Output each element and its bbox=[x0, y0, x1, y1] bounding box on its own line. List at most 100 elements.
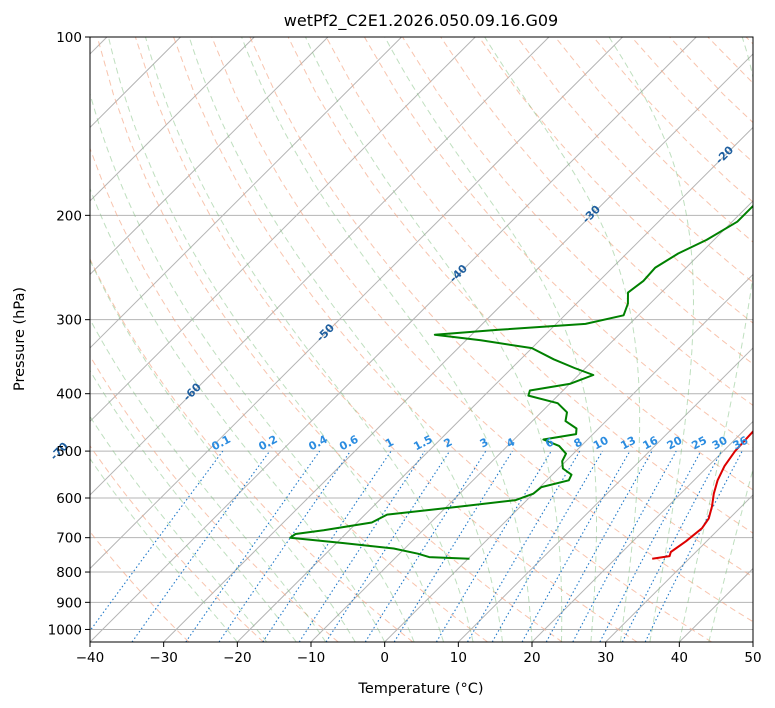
mixing-ratio-line bbox=[599, 450, 702, 642]
mixing-ratio-line bbox=[325, 450, 451, 642]
y-tick-label: 300 bbox=[56, 313, 82, 329]
dry-adiabat-line bbox=[516, 37, 753, 283]
y-tick-label: 100 bbox=[56, 30, 82, 46]
x-tick-label: 30 bbox=[597, 650, 614, 666]
x-tick-label: 0 bbox=[380, 650, 389, 666]
mixing-ratio-line bbox=[521, 450, 631, 642]
mixing-ratio-label: 0.4 bbox=[306, 433, 330, 454]
isotherm-line bbox=[752, 641, 753, 642]
dry-adiabat-line bbox=[287, 37, 753, 534]
moist-adiabat-line bbox=[708, 467, 753, 642]
mixing-ratio-label: 1.5 bbox=[411, 433, 434, 454]
x-tick-label: 50 bbox=[744, 650, 761, 666]
isotherm-line bbox=[90, 37, 329, 276]
moist-adiabat-line bbox=[384, 37, 597, 642]
mixing-ratio-label: 25 bbox=[689, 434, 709, 453]
moist-adiabat-line bbox=[90, 92, 415, 642]
profile-lines bbox=[289, 204, 753, 560]
y-tick-label: 200 bbox=[56, 208, 82, 224]
y-tick-label: 1000 bbox=[48, 622, 82, 638]
moist-adiabat-line bbox=[90, 187, 386, 642]
mixing-ratio-label: 0.6 bbox=[337, 433, 361, 454]
dry-adiabat-line bbox=[745, 37, 753, 45]
mixing-ratio-label: 13 bbox=[618, 434, 638, 453]
mixing-ratio-line bbox=[185, 450, 321, 642]
mixing-ratio-line bbox=[467, 450, 581, 642]
dry-adiabat-line bbox=[669, 37, 753, 124]
moist-adiabat-line bbox=[90, 457, 238, 642]
isotherm-line bbox=[310, 200, 753, 642]
dry-adiabat-line bbox=[90, 530, 190, 642]
mixing-ratio-label: 10 bbox=[591, 434, 611, 453]
x-axis-title: Temperature (°C) bbox=[357, 681, 483, 697]
mixing-ratio-line bbox=[644, 450, 743, 642]
isotherm-line bbox=[90, 37, 550, 496]
y-tick-label: 900 bbox=[56, 595, 82, 611]
isotherm-line bbox=[90, 37, 255, 202]
moist-adiabat-line bbox=[678, 37, 753, 642]
mixing-ratio-line bbox=[364, 450, 487, 642]
dry-adiabat-line bbox=[707, 37, 753, 84]
isotherm-line bbox=[531, 420, 753, 642]
x-tick-label: −40 bbox=[76, 650, 105, 666]
profile-line bbox=[289, 204, 753, 560]
isotherm-line bbox=[90, 37, 476, 423]
moist-adiabat-line bbox=[608, 37, 695, 642]
mixing-ratio-line bbox=[435, 450, 552, 642]
isotherm-line bbox=[678, 567, 753, 642]
moist-adiabat-line bbox=[108, 37, 445, 642]
moist-adiabat-line bbox=[188, 37, 503, 642]
y-tick-label: 600 bbox=[56, 491, 82, 507]
moist-adiabat-line bbox=[90, 415, 268, 642]
y-tick-label: 500 bbox=[56, 444, 82, 460]
x-tick-label: −20 bbox=[223, 650, 252, 666]
chart-title: wetPf2_C2E1.2026.050.09.16.G09 bbox=[284, 11, 558, 31]
dry-adiabat-line bbox=[134, 37, 638, 642]
y-tick-label: 400 bbox=[56, 387, 82, 403]
moist-adiabat-line bbox=[90, 259, 356, 642]
dry-adiabat-line bbox=[90, 355, 339, 642]
dry-adiabat-line bbox=[592, 37, 753, 203]
mixing-ratio-label: 0.1 bbox=[209, 433, 232, 454]
y-tick-label: 700 bbox=[56, 531, 82, 547]
moist-adiabat-line bbox=[305, 37, 563, 642]
x-tick-label: −10 bbox=[297, 650, 326, 666]
isotherm-line bbox=[236, 126, 753, 642]
mixing-ratio-line bbox=[131, 450, 271, 642]
x-tick-label: 20 bbox=[523, 650, 540, 666]
dry-adiabat-line bbox=[90, 147, 488, 642]
dry-adiabat-line bbox=[478, 37, 753, 324]
moist-adiabat-line bbox=[90, 318, 327, 642]
mixing-ratio-label: 8 bbox=[572, 435, 585, 450]
mixing-ratio-line bbox=[262, 450, 392, 642]
dry-adiabat-line bbox=[90, 444, 264, 642]
mixing-ratio-label: 0.2 bbox=[256, 433, 279, 454]
moist-adiabat-line bbox=[484, 37, 641, 642]
mixing-ratio-line bbox=[90, 450, 224, 632]
mixing-ratio-line bbox=[545, 450, 653, 642]
moist-adiabat-line bbox=[90, 369, 297, 642]
mixing-ratio-label: 1 bbox=[383, 435, 396, 450]
isotherm-line bbox=[90, 37, 623, 570]
isotherm-line bbox=[384, 273, 753, 642]
mixing-ratio-label: 20 bbox=[665, 434, 685, 453]
mixing-ratio-line bbox=[572, 450, 677, 642]
mixing-ratio-line bbox=[393, 450, 513, 642]
dry-adiabat-line bbox=[90, 257, 414, 642]
x-tick-label: 40 bbox=[671, 650, 688, 666]
moist-adiabat-line bbox=[145, 37, 474, 642]
dry-adiabat-line bbox=[173, 37, 712, 642]
dry-adiabat-line bbox=[211, 37, 753, 623]
dry-adiabat-line bbox=[440, 37, 753, 365]
y-axis-title: Pressure (hPa) bbox=[12, 287, 28, 391]
mixing-ratio-label: 36 bbox=[731, 434, 751, 453]
dry-adiabat-line bbox=[554, 37, 753, 243]
mixing-ratio-label: 16 bbox=[641, 434, 661, 453]
profile-line bbox=[652, 429, 753, 560]
y-tick-label: 800 bbox=[56, 565, 82, 581]
mixing-ratio-line bbox=[298, 450, 426, 642]
isotherm-line bbox=[605, 494, 753, 642]
mixing-ratio-line bbox=[218, 450, 351, 642]
axes: −40 −30 −20 −10 0 10 20 30 40 50 100 200 300 400 500 60… bbox=[48, 30, 762, 666]
moist-adiabat-line bbox=[241, 37, 533, 642]
